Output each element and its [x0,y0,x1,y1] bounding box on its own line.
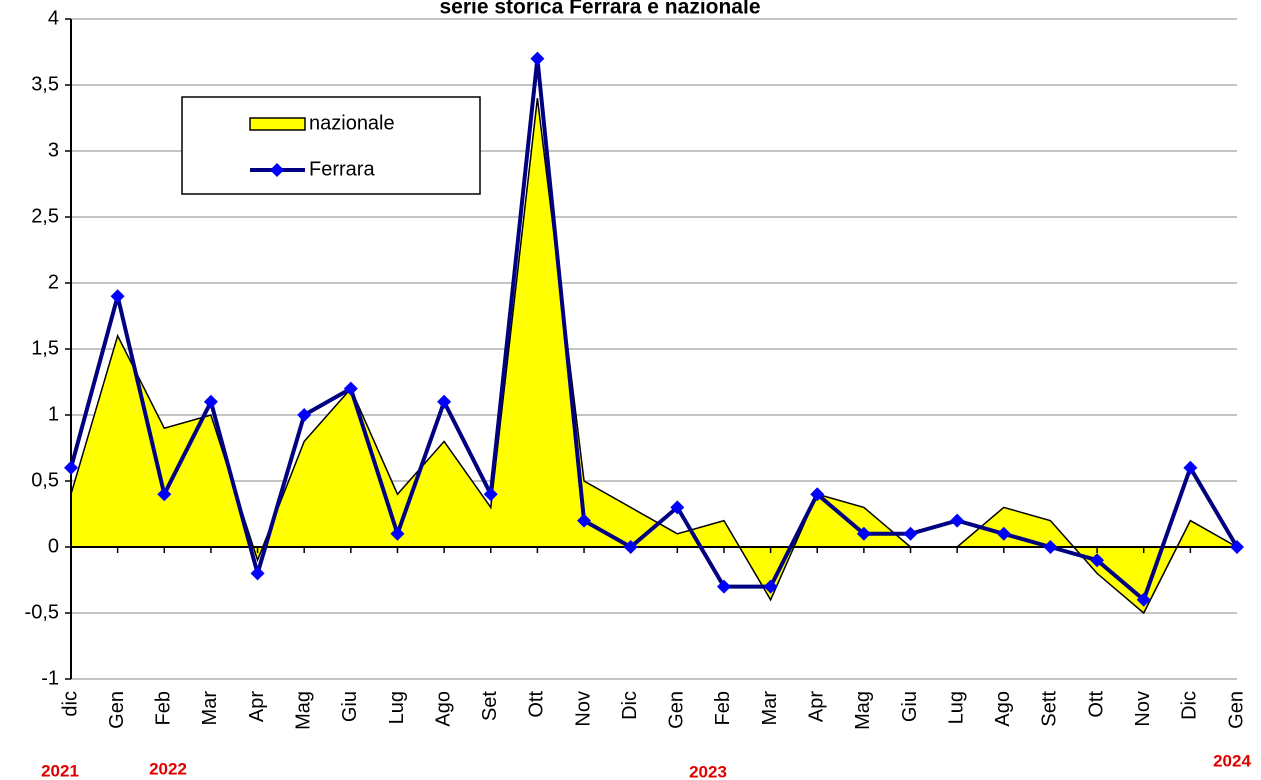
x-tick-label: Lug [386,691,408,724]
x-tick-label: Ott [1085,691,1107,718]
x-tick-label: Gen [106,691,128,729]
y-tick-label: 3,5 [31,73,59,95]
y-tick-label: 1,5 [31,337,59,359]
marker [437,394,452,409]
marker [1183,460,1198,475]
marker [343,381,358,396]
marker [1136,592,1151,607]
legend-swatch [249,117,306,131]
y-tick-label: -0,5 [25,601,59,623]
x-tick-label: Ago [992,691,1014,727]
marker [390,526,405,541]
x-tick-label: Dic [1179,691,1201,720]
year-label: 2022 [149,759,187,778]
y-tick-label: 0,5 [31,469,59,491]
legend-marker [270,163,284,177]
marker [203,394,218,409]
marker [670,500,685,515]
marker [1043,540,1058,554]
y-tick-label: 2,5 [31,205,59,227]
marker [577,513,592,528]
y-tick-label: 0 [48,535,59,557]
y-tick-label: 1 [48,403,59,425]
x-tick-label: Mag [292,691,314,730]
chart-title: serie storica Ferrara e nazionale [440,0,761,19]
marker [297,408,312,422]
x-tick-label: Ott [526,691,548,718]
marker [250,566,265,581]
x-tick-label: Sett [1039,691,1061,727]
x-tick-label: Set [479,691,501,721]
y-tick-label: -1 [41,667,59,689]
marker [483,487,498,502]
x-tick-label: Gen [666,691,688,729]
marker [1090,553,1105,568]
x-tick-label: Nov [572,691,594,727]
marker [64,460,78,475]
marker [530,51,545,66]
x-tick-label: Giu [339,691,361,722]
x-tick-label: Mag [852,691,874,730]
x-tick-label: Gen [1225,691,1247,729]
marker [110,289,125,304]
x-tick-label: Giu [899,691,921,722]
x-tick-label: Lug [945,691,967,724]
x-tick-label: Feb [712,691,734,725]
x-tick-label: dic [59,691,81,717]
line [69,58,1239,604]
x-tick-label: Nov [1132,691,1154,727]
year-label: 2021 [41,761,79,780]
x-tick-label: Mar [759,691,781,726]
x-tick-label: Apr [246,691,268,722]
x-tick-label: Dic [619,691,641,720]
legend-label: nazionale [309,112,395,134]
marker [856,526,871,541]
y-tick-label: 2 [48,271,59,293]
year-label: 2023 [689,762,727,780]
marker [157,487,172,502]
x-tick-label: Mar [199,691,221,726]
marker [950,513,965,528]
marker [810,487,825,502]
year-label: 2024 [1213,751,1251,770]
legend-box [181,96,481,195]
marker [716,579,731,594]
x-tick-label: Ago [432,691,454,727]
y-tick-label: 4 [48,7,59,29]
x-tick-label: Apr [806,691,828,722]
marker [763,579,778,594]
marker [623,540,638,554]
marker [1230,540,1244,554]
x-tick-label: Feb [153,691,175,725]
legend-label: Ferrara [309,158,375,180]
marker [903,526,918,541]
y-tick-label: 3 [48,139,59,161]
marker [996,526,1011,541]
